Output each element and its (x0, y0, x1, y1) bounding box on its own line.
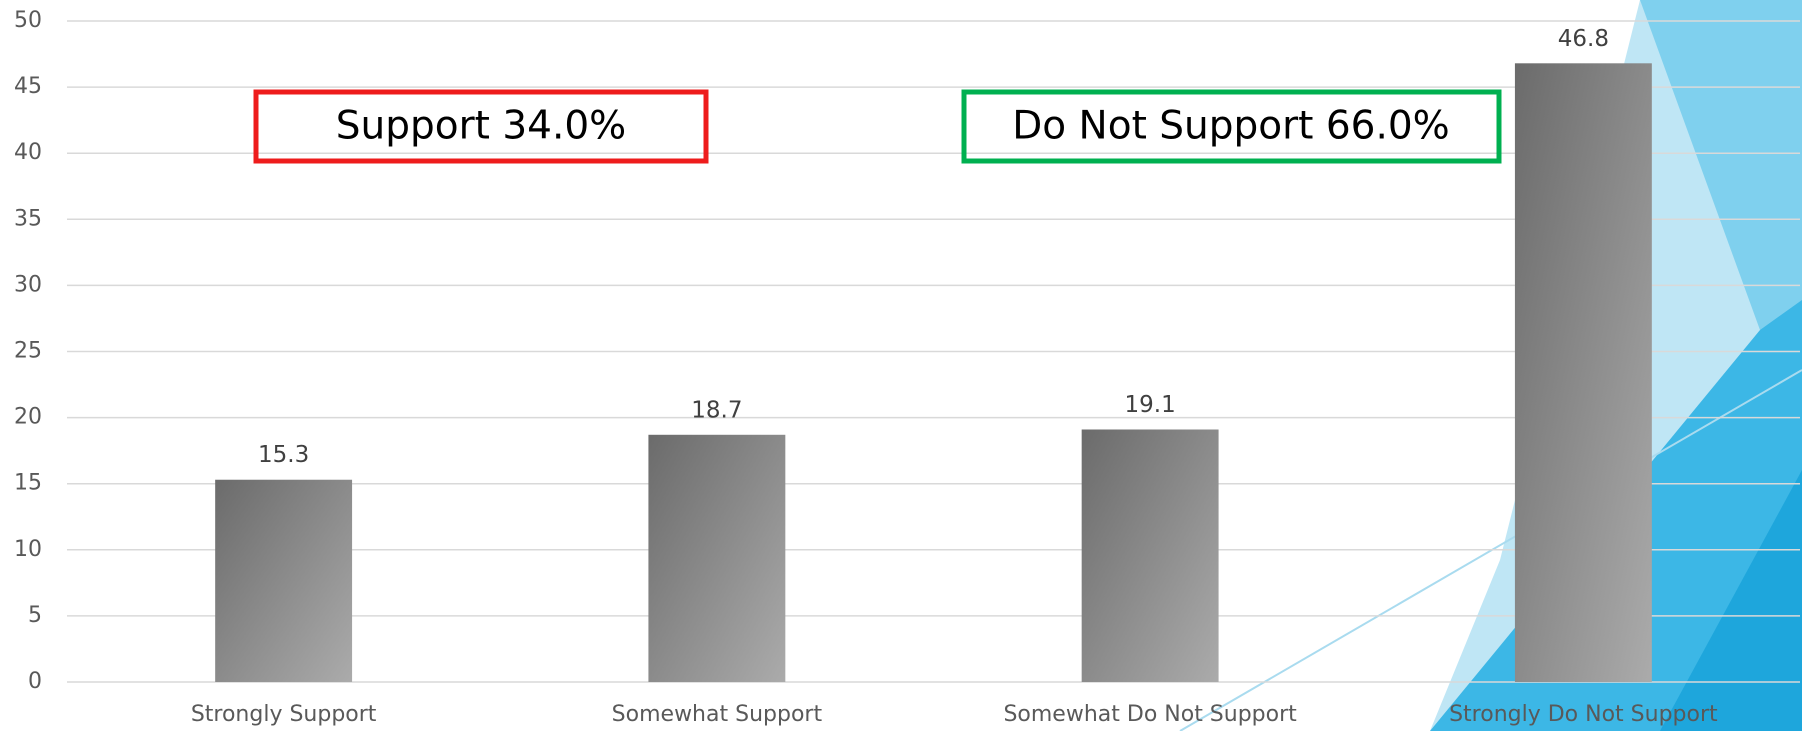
bar (648, 435, 785, 682)
y-tick-label: 0 (28, 669, 42, 694)
annotation: Do Not Support 66.0% (964, 92, 1499, 161)
y-tick-label: 40 (14, 140, 42, 165)
value-label: 19.1 (1125, 392, 1176, 418)
annotation: Support 34.0% (256, 92, 706, 161)
bar (215, 480, 352, 682)
value-label: 46.8 (1558, 26, 1609, 52)
x-tick-label: Somewhat Support (612, 702, 823, 727)
value-label: 18.7 (691, 397, 742, 423)
value-label: 15.3 (258, 442, 309, 468)
y-tick-label: 25 (14, 339, 42, 364)
y-tick-label: 20 (14, 405, 42, 430)
y-tick-label: 45 (14, 74, 42, 99)
y-tick-label: 10 (14, 537, 42, 562)
bar (1515, 63, 1652, 682)
bar (1082, 429, 1219, 682)
x-tick-label: Somewhat Do Not Support (1003, 702, 1297, 727)
page: {"chart_data": {"type": "bar", "categori… (0, 0, 1802, 731)
annotation-text: Do Not Support 66.0% (1012, 104, 1449, 149)
y-tick-label: 50 (14, 8, 42, 33)
y-tick-label: 35 (14, 206, 42, 231)
x-tick-label: Strongly Do Not Support (1449, 702, 1718, 727)
y-tick-label: 5 (28, 603, 42, 628)
x-tick-label: Strongly Support (191, 702, 377, 727)
y-tick-label: 15 (14, 471, 42, 496)
chart: 0 5 10 15 20 25 30 35 40 45 50 Strongly Support 15.… (0, 0, 1802, 731)
y-tick-label: 30 (14, 272, 42, 297)
annotation-text: Support 34.0% (336, 104, 626, 149)
